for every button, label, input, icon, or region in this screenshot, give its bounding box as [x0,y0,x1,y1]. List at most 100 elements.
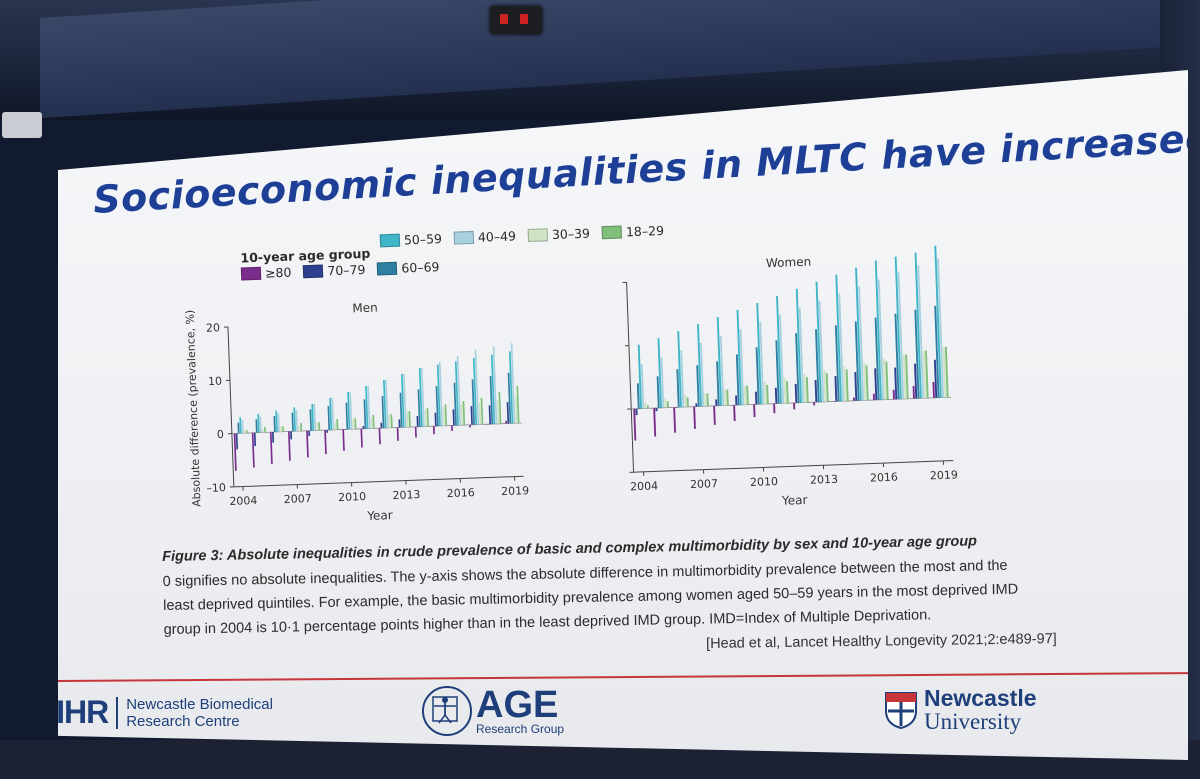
bar [288,431,291,461]
bar [922,350,927,399]
nihr-line-1: Newcastle Biomedical [126,695,273,713]
citation: [Head et al, Lancet Healthy Longevity 20… [706,631,1057,652]
bar [657,338,662,408]
nihr-line-2: Research Centre [126,712,240,730]
bar [345,402,349,430]
bar [352,418,355,430]
bar [719,335,725,406]
bar [370,417,373,429]
bar [444,404,448,426]
bar [385,379,389,428]
bar [863,362,867,401]
bar [408,411,411,428]
bar [318,422,321,431]
bar [390,414,393,428]
bar [739,328,745,405]
panel-title: Men [352,300,378,315]
bar [793,402,796,410]
bar [655,407,658,412]
bar [399,392,403,428]
nihr-logo: NIHR Newcastle Biomedical Research Centr… [58,694,273,731]
bar [716,361,720,406]
newcastle-wordmark-1: Newcastle [924,685,1037,711]
bar [311,403,315,431]
bar [406,411,409,428]
bar [834,325,840,402]
bar [944,346,949,398]
bar [673,407,677,433]
bar [424,410,427,427]
bar [253,432,257,447]
x-tick-label: 2010 [750,475,778,489]
bar [416,416,419,427]
bar [488,405,492,425]
bar [872,393,875,401]
bar [378,428,381,445]
bar [347,391,351,430]
bar [469,424,471,428]
bar [759,321,765,405]
bar [894,256,902,400]
bar [773,403,776,414]
bar [835,274,842,402]
bar [489,376,494,425]
bar [852,397,855,401]
bar [264,427,266,433]
bar [743,385,747,405]
figure-caption: Figure 3: Absolute inequalities in crude… [162,529,1044,642]
x-tick-label: 2016 [447,486,475,500]
bar [754,391,758,405]
bar [865,365,869,401]
bar [636,383,640,409]
x-axis [633,460,954,473]
caption-figure-number: Figure 3: [162,547,224,565]
wall-camera [2,112,42,138]
bar [798,307,805,403]
bar [766,384,769,404]
panel-title: Women [766,255,812,271]
bar [803,374,807,403]
bar [400,373,405,428]
bar [724,389,727,406]
bar [684,394,687,407]
bar [262,429,264,433]
nihr-name: Newcastle Biomedical Research Centre [126,696,273,730]
bar [897,272,905,400]
bar [746,385,749,405]
y-axis [227,326,235,487]
bar [435,386,439,427]
bar [313,403,317,431]
bar [776,295,782,404]
bar [460,403,464,426]
x-tick-label: 2019 [930,468,958,482]
bar [715,399,718,406]
bar [779,314,785,404]
bar [239,417,242,434]
bar [644,402,647,409]
bar [858,286,865,401]
newcastle-logo: Newcastle University [884,686,1037,734]
bar [334,421,337,430]
bar [246,430,248,434]
x-axis-label: Year [366,508,393,523]
bar [894,367,898,400]
bar [235,433,239,450]
bar [937,258,945,398]
bar [365,385,369,429]
y-axis-label: Absolute difference (prevalence, %) [183,310,203,508]
nihr-separator [116,696,119,729]
age-logo: AGE Research Group [422,686,564,736]
bar [243,430,246,434]
figure-panel: 10-year age group 50–59 40–49 30–39 18–29 ≥… [144,189,994,523]
y-tick-label: –10 [206,481,226,495]
bar [775,340,780,404]
bar [470,406,473,425]
age-wordmark: AGE [476,684,559,726]
bar [726,389,729,406]
bar [942,346,947,398]
bar [381,396,385,429]
bar [273,415,276,433]
bar [418,367,423,427]
bar [716,317,722,406]
bar [633,408,637,441]
